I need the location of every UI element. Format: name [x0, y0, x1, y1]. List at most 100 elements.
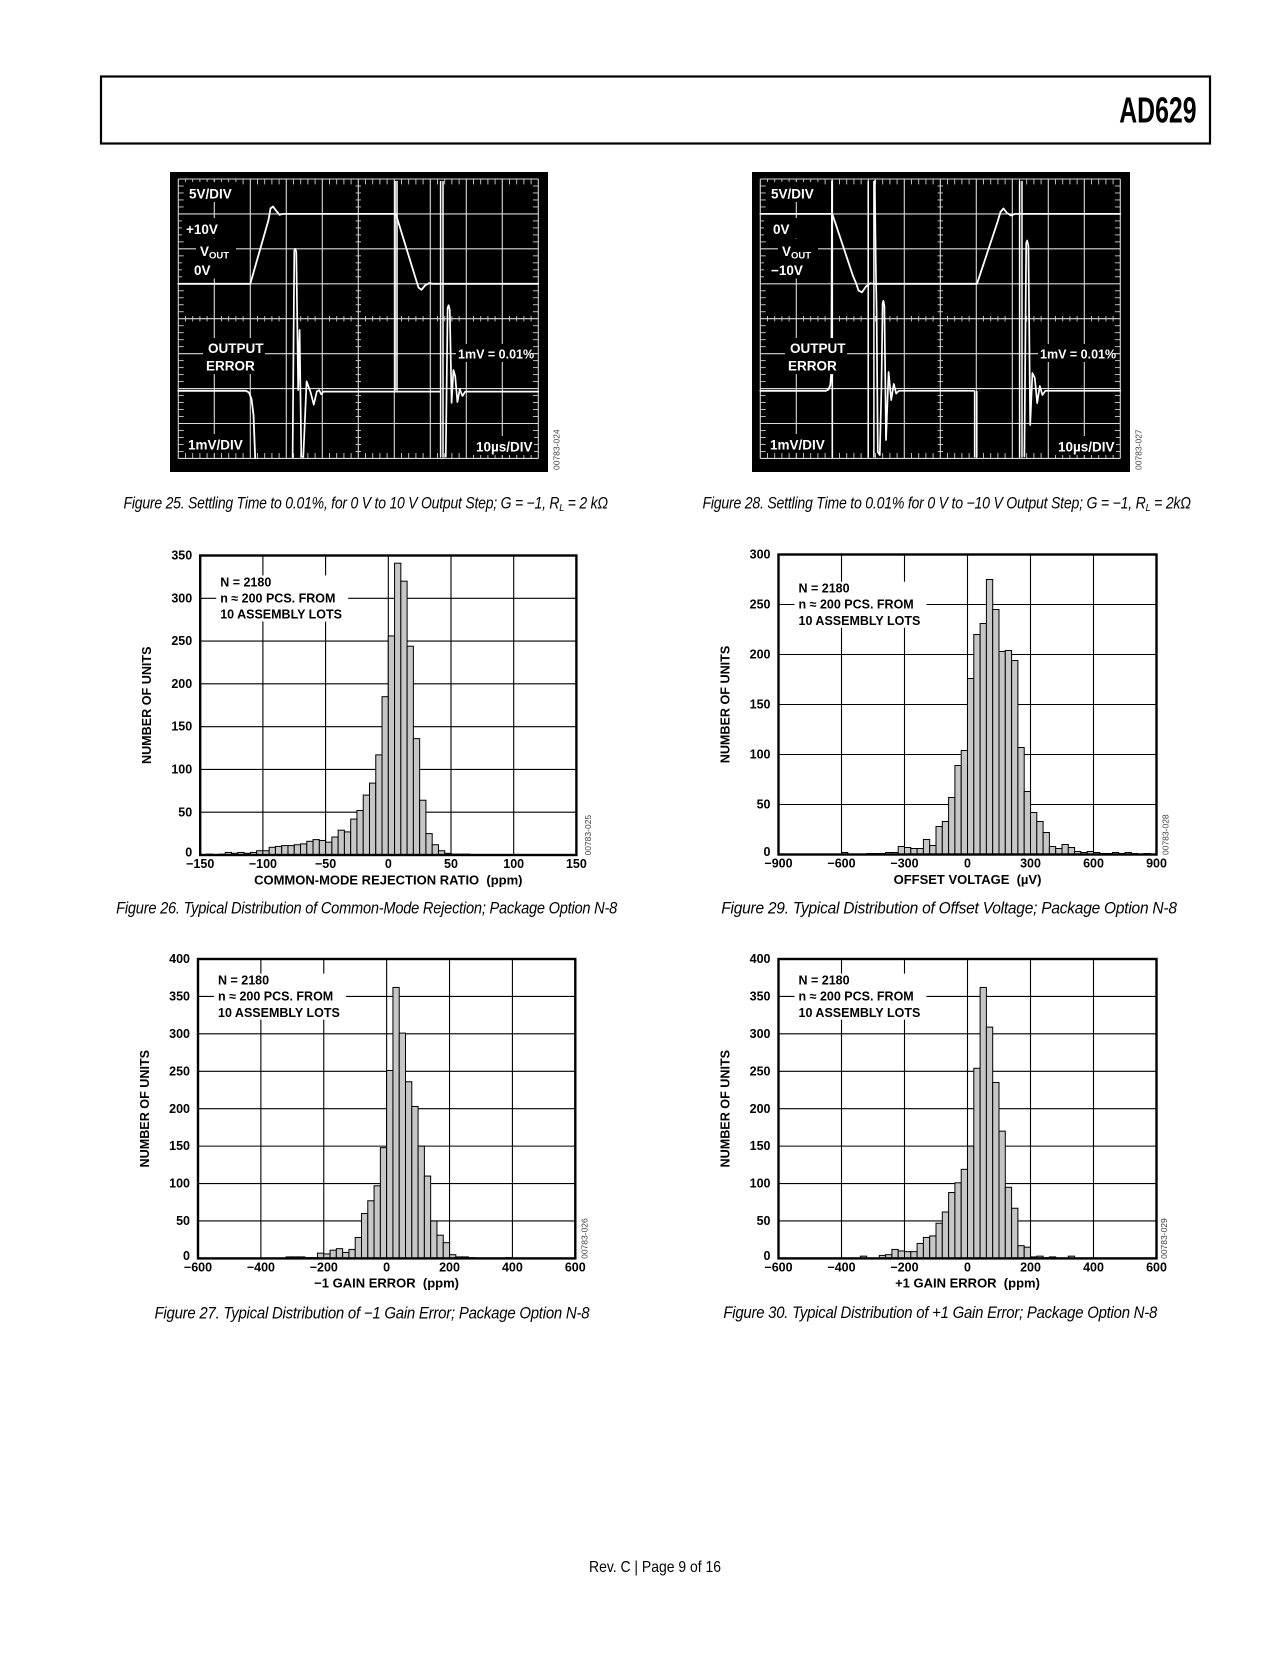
svg-text:−200: −200: [890, 1260, 918, 1274]
svg-text:+1 GAIN ERROR (ppm): +1 GAIN ERROR (ppm): [895, 1276, 1040, 1291]
svg-text:NUMBER OF UNITS: NUMBER OF UNITS: [719, 1050, 733, 1168]
svg-text:400: 400: [502, 1260, 523, 1274]
svg-text:−300: −300: [890, 856, 918, 870]
svg-text:NUMBER OF UNITS: NUMBER OF UNITS: [719, 646, 733, 764]
svg-text:00783-028: 00783-028: [1161, 814, 1171, 855]
svg-text:1mV = 0.01%: 1mV = 0.01%: [458, 348, 534, 362]
svg-text:Figure 26. Typical Distributio: Figure 26. Typical Distribution of Commo…: [116, 900, 618, 918]
svg-text:100: 100: [169, 1177, 190, 1191]
svg-text:100: 100: [503, 857, 524, 871]
svg-text:0: 0: [964, 1260, 971, 1274]
svg-text:OUTPUT: OUTPUT: [208, 341, 264, 356]
svg-text:Figure 28. Settling Time to 0.: Figure 28. Settling Time to 0.01% for 0 …: [702, 495, 1191, 515]
svg-text:150: 150: [169, 1139, 190, 1153]
svg-text:0: 0: [383, 1260, 390, 1274]
svg-text:−400: −400: [827, 1260, 855, 1274]
svg-text:00783-025: 00783-025: [583, 815, 593, 856]
svg-text:50: 50: [444, 857, 458, 871]
svg-text:Figure 27. Typical Distributio: Figure 27. Typical Distribution of −1 Ga…: [154, 1305, 589, 1323]
svg-text:5V/DIV: 5V/DIV: [771, 187, 814, 202]
svg-text:0: 0: [764, 1249, 771, 1263]
svg-text:150: 150: [750, 698, 771, 712]
svg-text:−600: −600: [764, 1260, 792, 1274]
svg-text:0: 0: [964, 856, 971, 870]
svg-text:−10V: −10V: [771, 263, 803, 278]
svg-text:400: 400: [169, 952, 190, 966]
svg-text:400: 400: [1083, 1260, 1104, 1274]
svg-text:300: 300: [1020, 856, 1041, 870]
svg-text:−100: −100: [249, 857, 277, 871]
svg-text:−200: −200: [310, 1260, 338, 1274]
svg-text:200: 200: [1020, 1260, 1041, 1274]
svg-text:350: 350: [169, 990, 190, 1004]
svg-text:Figure 29. Typical Distributio: Figure 29. Typical Distribution of Offse…: [721, 900, 1177, 917]
svg-text:0V: 0V: [773, 222, 790, 237]
svg-text:300: 300: [750, 548, 771, 562]
svg-text:Rev. C | Page 9 of 16: Rev. C | Page 9 of 16: [589, 1559, 721, 1576]
svg-text:350: 350: [750, 990, 771, 1004]
svg-text:200: 200: [439, 1260, 460, 1274]
svg-text:n ≈ 200 PCS. FROM: n ≈ 200 PCS. FROM: [799, 598, 914, 612]
svg-text:N = 2180: N = 2180: [218, 973, 269, 987]
svg-text:OUTPUT: OUTPUT: [790, 341, 846, 356]
svg-text:150: 150: [566, 857, 587, 871]
svg-text:100: 100: [750, 748, 771, 762]
svg-text:250: 250: [750, 598, 771, 612]
svg-text:n ≈ 200 PCS. FROM: n ≈ 200 PCS. FROM: [220, 592, 335, 606]
svg-text:1mV/DIV: 1mV/DIV: [188, 438, 243, 453]
svg-text:00783-027: 00783-027: [1134, 429, 1144, 470]
svg-text:350: 350: [171, 549, 192, 563]
svg-text:0: 0: [385, 857, 392, 871]
svg-text:0: 0: [185, 846, 192, 860]
svg-text:150: 150: [750, 1139, 771, 1153]
svg-text:Figure 30. Typical Distributio: Figure 30. Typical Distribution of +1 Ga…: [723, 1304, 1157, 1322]
svg-text:600: 600: [565, 1260, 586, 1274]
svg-text:N = 2180: N = 2180: [799, 582, 850, 596]
svg-text:−150: −150: [186, 857, 214, 871]
svg-text:10µs/DIV: 10µs/DIV: [1058, 440, 1115, 455]
svg-text:200: 200: [171, 677, 192, 691]
svg-text:00783-026: 00783-026: [580, 1218, 590, 1259]
svg-text:5V/DIV: 5V/DIV: [189, 187, 232, 202]
svg-text:1mV/DIV: 1mV/DIV: [770, 438, 825, 453]
svg-text:n ≈ 200 PCS. FROM: n ≈ 200 PCS. FROM: [218, 990, 333, 1004]
svg-text:+10V: +10V: [186, 222, 218, 237]
svg-text:600: 600: [1146, 1260, 1167, 1274]
svg-text:n ≈ 200 PCS. FROM: n ≈ 200 PCS. FROM: [799, 990, 914, 1004]
svg-text:10 ASSEMBLY LOTS: 10 ASSEMBLY LOTS: [799, 614, 921, 628]
svg-text:Figure 25. Settling Time to 0.: Figure 25. Settling Time to 0.01%, for 0…: [124, 495, 608, 515]
svg-text:150: 150: [171, 720, 192, 734]
svg-text:300: 300: [169, 1027, 190, 1041]
svg-text:0: 0: [183, 1249, 190, 1263]
svg-text:ERROR: ERROR: [206, 359, 255, 374]
svg-text:10µs/DIV: 10µs/DIV: [476, 440, 533, 455]
svg-text:400: 400: [750, 952, 771, 966]
svg-text:250: 250: [171, 634, 192, 648]
svg-text:0: 0: [764, 845, 771, 859]
svg-text:N = 2180: N = 2180: [799, 973, 850, 987]
svg-text:−900: −900: [764, 856, 792, 870]
svg-text:AD629: AD629: [1119, 90, 1196, 131]
svg-text:NUMBER OF UNITS: NUMBER OF UNITS: [140, 646, 154, 764]
svg-text:−1 GAIN ERROR (ppm): −1 GAIN ERROR (ppm): [314, 1276, 459, 1291]
svg-text:200: 200: [169, 1102, 190, 1116]
svg-text:OFFSET VOLTAGE (µV): OFFSET VOLTAGE (µV): [894, 872, 1042, 887]
svg-text:250: 250: [750, 1064, 771, 1078]
svg-text:−50: −50: [315, 857, 336, 871]
svg-text:200: 200: [750, 1102, 771, 1116]
svg-text:−600: −600: [827, 856, 855, 870]
svg-text:NUMBER OF UNITS: NUMBER OF UNITS: [138, 1050, 152, 1168]
svg-text:250: 250: [169, 1064, 190, 1078]
svg-text:600: 600: [1083, 856, 1104, 870]
svg-text:10 ASSEMBLY LOTS: 10 ASSEMBLY LOTS: [799, 1006, 921, 1020]
svg-text:300: 300: [750, 1027, 771, 1041]
svg-text:00783-024: 00783-024: [552, 429, 562, 470]
svg-text:1mV = 0.01%: 1mV = 0.01%: [1040, 348, 1116, 362]
svg-text:0V: 0V: [194, 263, 211, 278]
svg-text:50: 50: [757, 1214, 771, 1228]
svg-text:300: 300: [171, 591, 192, 605]
svg-text:100: 100: [171, 763, 192, 777]
svg-text:00783-029: 00783-029: [1159, 1218, 1169, 1259]
svg-text:10 ASSEMBLY LOTS: 10 ASSEMBLY LOTS: [220, 608, 342, 622]
svg-text:−600: −600: [184, 1260, 212, 1274]
